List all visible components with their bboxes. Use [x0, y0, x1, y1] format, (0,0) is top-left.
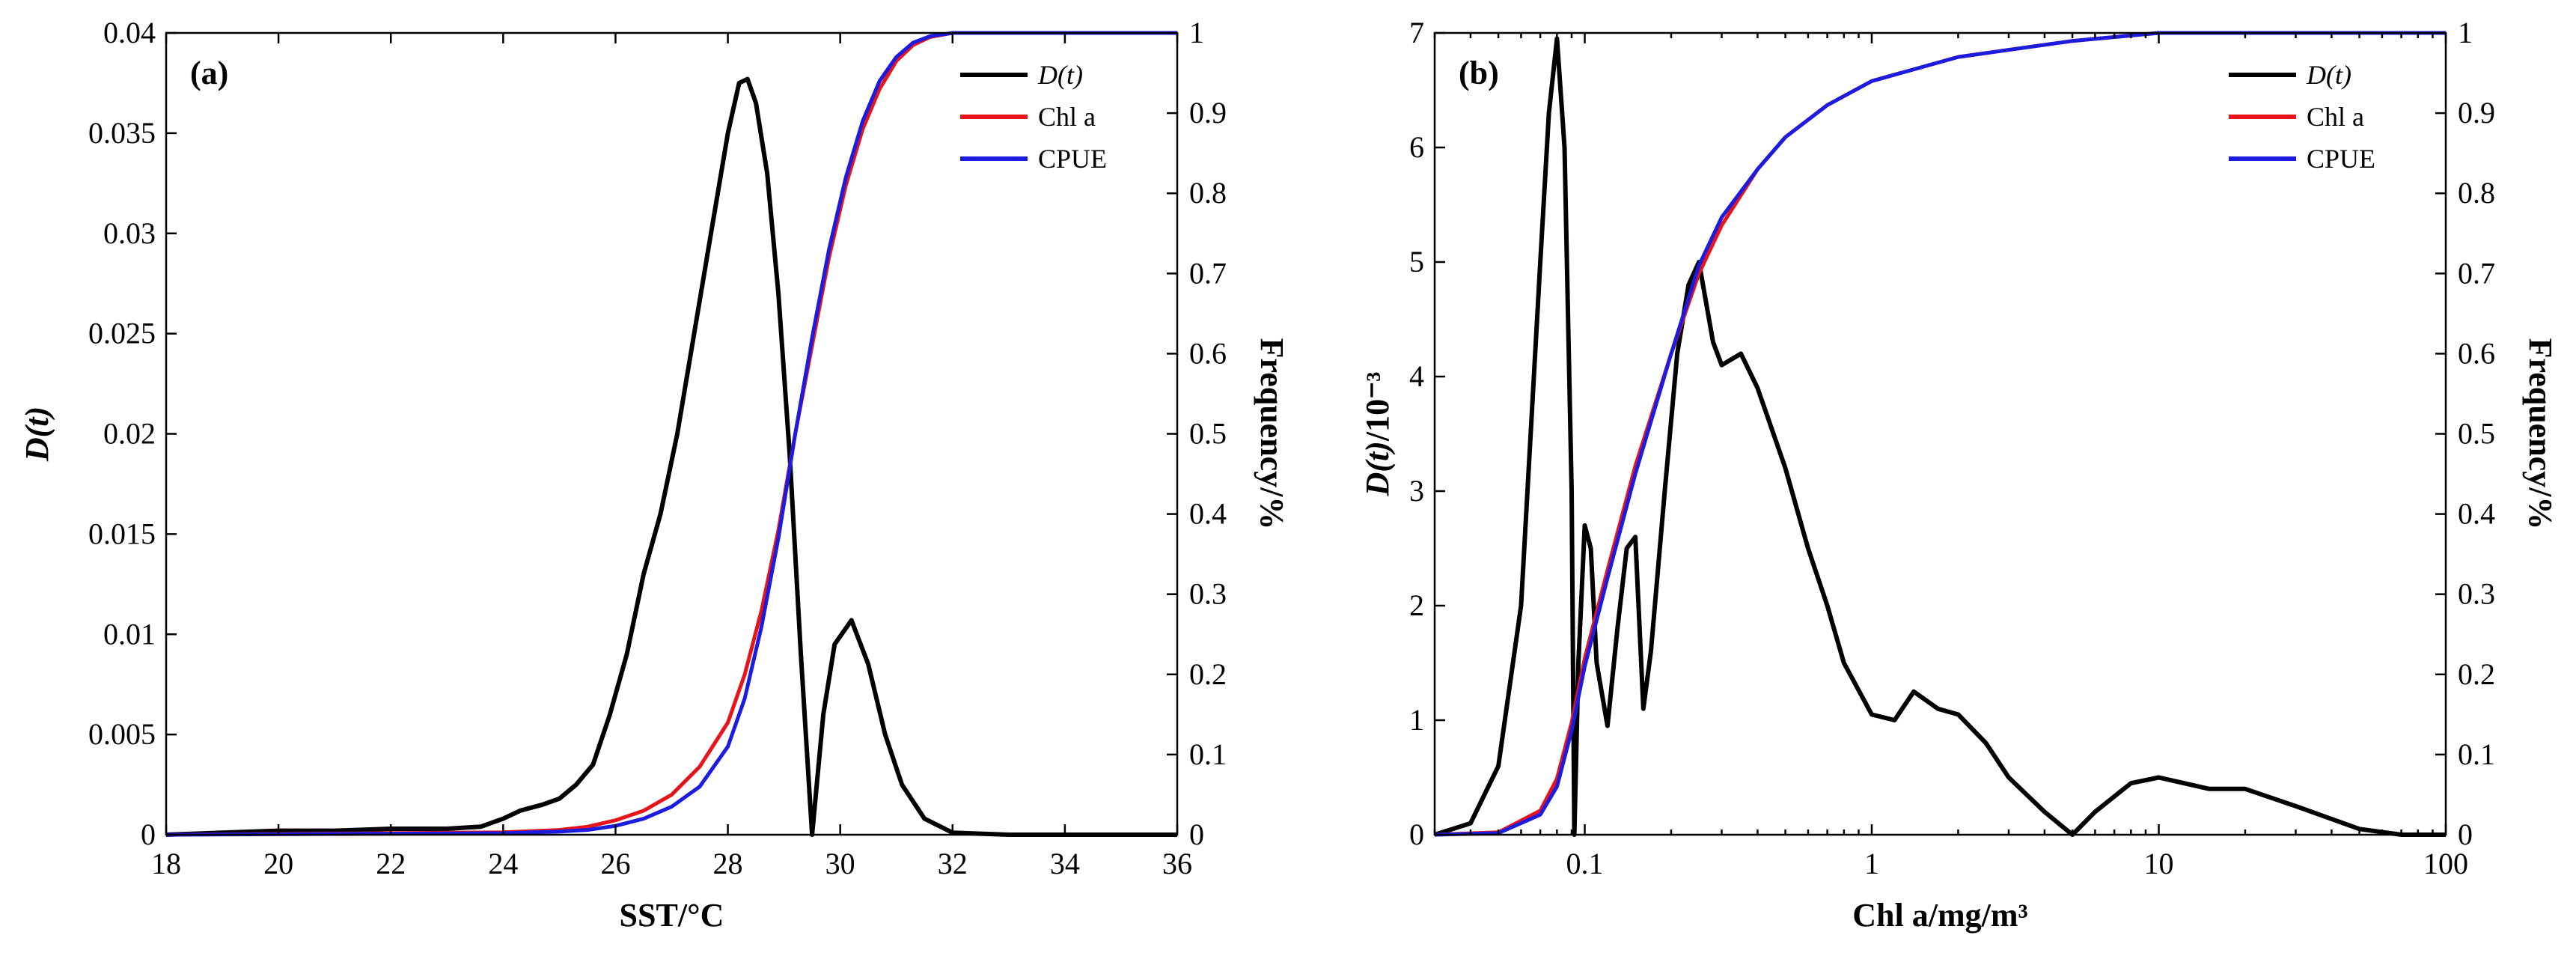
y-tick-label: 0.01	[103, 617, 156, 651]
legend-label: CPUE	[1038, 144, 1107, 174]
y2-tick-label: 0.9	[1189, 96, 1227, 130]
y-tick-label: 4	[1409, 359, 1424, 393]
y-tick-label: 0	[1409, 818, 1424, 851]
y2-tick-label: 0.3	[1189, 577, 1227, 611]
series-line-cpue	[1434, 31, 2446, 837]
y-tick-label: 2	[1409, 588, 1424, 622]
y-tick-label: 0.025	[88, 317, 156, 350]
series-line-chl-a	[165, 31, 1177, 837]
y-tick-label: 1	[1409, 703, 1424, 737]
y2-tick-label: 0.2	[2458, 657, 2495, 691]
y2-tick-label: 0	[2458, 818, 2473, 851]
x-tick-label: 30	[825, 847, 855, 880]
legend-label: D(t)	[1037, 60, 1083, 90]
legend-label: Chl a	[1038, 102, 1096, 132]
y-tick-label: 3	[1409, 474, 1424, 508]
x-tick-label: 20	[263, 847, 293, 880]
panel-label: (b)	[1459, 55, 1499, 91]
y-tick-label: 0.035	[88, 116, 156, 150]
y2-tick-label: 0.8	[1189, 176, 1227, 210]
series-line-cpue	[165, 31, 1177, 837]
y-axis-label: D(t)	[19, 407, 55, 462]
y-tick-label: 0.015	[88, 517, 156, 550]
x-tick-label: 32	[938, 847, 968, 880]
y-tick-label: 6	[1409, 130, 1424, 164]
y2-tick-label: 0.7	[1189, 256, 1227, 290]
y2-tick-label: 0.5	[2458, 417, 2495, 451]
y2-tick-label: 0.4	[1189, 497, 1227, 531]
panel-b: 0.1 1 10 1000123456700.10.20.30.40.50.60.70…	[1359, 16, 2559, 934]
y-tick-label: 0.02	[103, 417, 156, 451]
y2-tick-label: 0.7	[2458, 256, 2495, 290]
x-tick-label: 1	[1864, 847, 1879, 880]
x-tick-label: 100	[2423, 847, 2468, 880]
y2-tick-label: 1	[1189, 16, 1204, 49]
x-tick-label: 18	[151, 847, 181, 880]
x-axis-label: SST/°C	[620, 897, 724, 934]
panel-label: (a)	[190, 55, 228, 91]
y2-axis-label: Frequency/%	[1254, 338, 1290, 530]
legend: D(t) Chl a CPUE	[2229, 60, 2375, 174]
x-tick-label: 10	[2144, 847, 2174, 880]
y2-tick-label: 0	[1189, 818, 1204, 851]
series-line-chl-a	[1434, 31, 2446, 837]
x-tick-label: 24	[488, 847, 518, 880]
y2-tick-label: 1	[2458, 16, 2473, 49]
y-tick-label: 0.03	[103, 216, 156, 250]
panel-a: 18 20 22 24 26 28 30 32 34 3600.0050.010.0150.020…	[19, 16, 1290, 934]
y2-tick-label: 0.1	[2458, 737, 2495, 771]
legend-label: D(t)	[2306, 60, 2351, 90]
legend: D(t) Chl a CPUE	[960, 60, 1107, 174]
y2-tick-label: 0.4	[2458, 497, 2495, 531]
y2-tick-label: 0.2	[1189, 657, 1227, 691]
x-tick-label: 22	[376, 847, 406, 880]
y-tick-label: 0	[141, 818, 156, 851]
y-axis-label-italic: D(t)	[1359, 441, 1396, 496]
y-tick-label: 7	[1409, 16, 1424, 49]
x-axis-label: Chl a/mg/m³	[1852, 897, 2027, 934]
x-tick-label: 34	[1050, 847, 1080, 880]
y2-tick-label: 0.6	[1189, 336, 1227, 370]
y2-tick-label: 0.6	[2458, 336, 2495, 370]
y-axis-label-italic: D(t)	[19, 407, 55, 462]
y-tick-label: 0.005	[88, 717, 156, 751]
x-tick-label: 26	[600, 847, 630, 880]
y2-tick-label: 0.5	[1189, 417, 1227, 451]
x-tick-label: 36	[1162, 847, 1192, 880]
y2-tick-label: 0.8	[2458, 176, 2495, 210]
y2-axis-label: Frequency/%	[2522, 338, 2559, 530]
series-line-d-t-	[1434, 36, 2446, 837]
y2-tick-label: 0.1	[1189, 737, 1227, 771]
legend-label: Chl a	[2307, 102, 2364, 132]
y-axis-label-unit: /10⁻³	[1359, 372, 1396, 442]
y-tick-label: 0.04	[103, 16, 156, 49]
y-axis-label: D(t)/10⁻³	[1359, 372, 1396, 497]
y2-tick-label: 0.9	[2458, 96, 2495, 130]
legend-label: CPUE	[2307, 144, 2375, 174]
y-tick-label: 5	[1409, 245, 1424, 278]
plot-frame	[1433, 31, 2447, 836]
y2-tick-label: 0.3	[2458, 577, 2495, 611]
series-line-d-t-	[165, 76, 1177, 837]
x-tick-label: 28	[713, 847, 743, 880]
plot-frame	[165, 31, 1179, 836]
x-tick-label: 0.1	[1566, 847, 1604, 880]
